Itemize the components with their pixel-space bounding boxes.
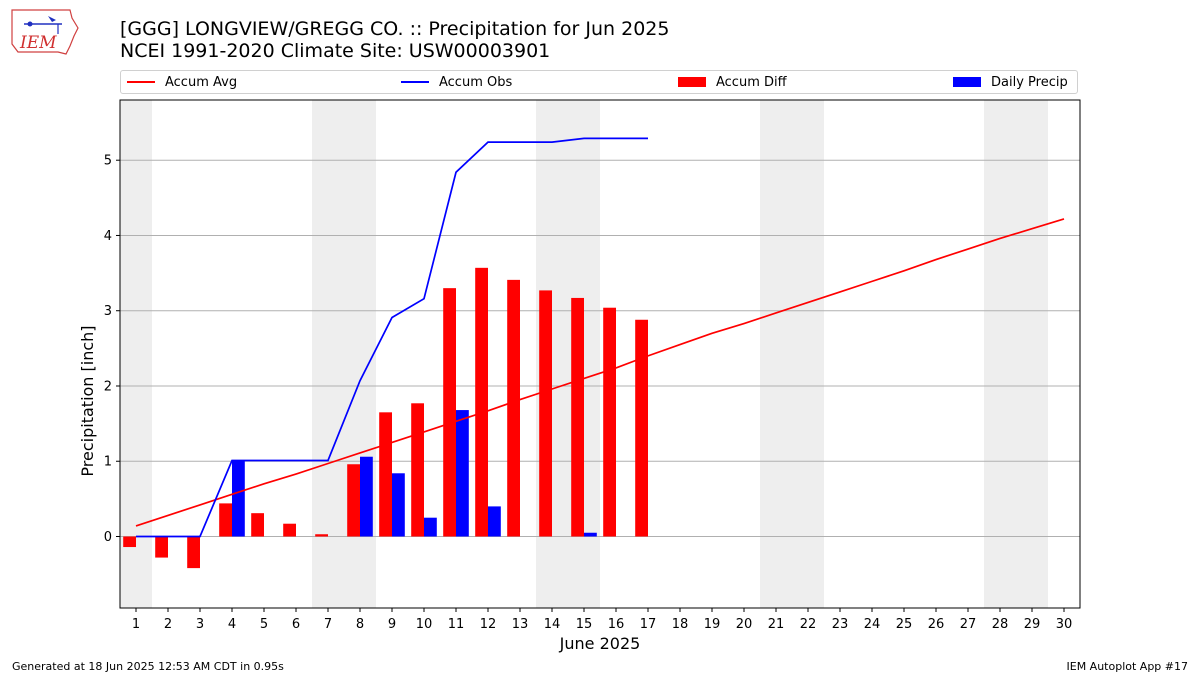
- bar-accum-diff: [187, 536, 200, 569]
- legend-swatch-accum-obs: [401, 80, 429, 83]
- weekend-band: [760, 100, 824, 608]
- y-tick-label: 1: [104, 455, 112, 470]
- bar-daily-precip: [488, 506, 501, 537]
- x-tick-label: 11: [448, 617, 465, 632]
- legend-entry-accum-obs: Accum Obs: [401, 74, 512, 92]
- x-tick-label: 24: [864, 617, 881, 632]
- x-tick-label: 22: [800, 617, 817, 632]
- legend-label-accum-obs: Accum Obs: [439, 75, 513, 90]
- x-tick-label: 30: [1056, 617, 1073, 632]
- x-tick-label: 29: [1024, 617, 1041, 632]
- bar-accum-diff: [219, 503, 232, 537]
- legend-label-accum-diff: Accum Diff: [716, 75, 787, 90]
- y-tick-label: 2: [104, 379, 112, 394]
- bar-accum-diff: [635, 319, 648, 537]
- x-tick-label: 7: [324, 617, 332, 632]
- y-tick-label: 5: [104, 154, 112, 169]
- x-tick-label: 8: [356, 617, 364, 632]
- bar-accum-diff: [123, 536, 136, 548]
- x-tick-label: 23: [832, 617, 849, 632]
- x-tick-label: 27: [960, 617, 977, 632]
- legend-entry-daily-precip: Daily Precip: [953, 74, 1068, 92]
- x-tick-label: 14: [544, 617, 561, 632]
- x-tick-label: 5: [260, 617, 268, 632]
- weekend-band: [120, 100, 152, 608]
- logo-text: IEM: [19, 33, 57, 53]
- footer-generated-text: Generated at 18 Jun 2025 12:53 AM CDT in…: [12, 660, 284, 673]
- bar-accum-diff: [507, 279, 520, 537]
- bar-accum-diff: [475, 267, 488, 537]
- bar-accum-diff: [251, 513, 264, 537]
- bar-daily-precip: [360, 456, 373, 537]
- bar-daily-precip: [392, 473, 405, 537]
- x-tick-label: 2: [164, 617, 172, 632]
- y-tick-label: 0: [104, 530, 112, 545]
- y-tick-label: 4: [104, 229, 112, 244]
- x-tick-label: 12: [480, 617, 497, 632]
- chart-legend: Accum Avg Accum Obs Accum Diff Daily Pre…: [120, 70, 1078, 94]
- x-tick-label: 21: [768, 617, 785, 632]
- bar-accum-diff: [443, 288, 456, 537]
- x-tick-label: 17: [640, 617, 657, 632]
- bar-accum-diff: [283, 523, 296, 537]
- x-tick-label: 4: [228, 617, 236, 632]
- x-tick-label: 10: [416, 617, 433, 632]
- line-accum-avg: [135, 218, 1065, 527]
- x-tick-label: 9: [388, 617, 396, 632]
- legend-entry-accum-diff: Accum Diff: [678, 74, 787, 92]
- bar-accum-diff: [539, 290, 552, 537]
- x-tick-label: 18: [672, 617, 689, 632]
- bar-daily-precip: [584, 532, 597, 537]
- x-tick-label: 28: [992, 617, 1009, 632]
- legend-swatch-accum-diff: [678, 76, 706, 87]
- x-tick-label: 13: [512, 617, 529, 632]
- weekend-band: [984, 100, 1048, 608]
- chart-title: [GGG] LONGVIEW/GREGG CO. :: Precipitatio…: [120, 18, 670, 40]
- plot-frame: [119, 99, 1081, 609]
- legend-label-daily-precip: Daily Precip: [991, 75, 1068, 90]
- x-tick-label: 20: [736, 617, 753, 632]
- bar-accum-diff: [315, 534, 328, 537]
- x-tick-label: 6: [292, 617, 300, 632]
- x-tick-label: 25: [896, 617, 913, 632]
- x-tick-label: 15: [576, 617, 593, 632]
- bar-accum-diff: [571, 297, 584, 537]
- y-axis-label: Precipitation [inch]: [78, 325, 97, 476]
- chart-subtitle: NCEI 1991-2020 Climate Site: USW00003901: [120, 40, 551, 62]
- footer-app-id: IEM Autoplot App #17: [1066, 660, 1189, 673]
- legend-label-accum-avg: Accum Avg: [165, 75, 238, 90]
- bar-daily-precip: [424, 517, 437, 537]
- bar-daily-precip: [232, 460, 245, 537]
- x-tick-label: 16: [608, 617, 625, 632]
- legend-swatch-accum-avg: [127, 80, 155, 83]
- bar-accum-diff: [347, 464, 360, 537]
- x-tick-label: 19: [704, 617, 721, 632]
- line-accum-obs: [136, 137, 648, 538]
- legend-entry-accum-avg: Accum Avg: [127, 74, 237, 92]
- bar-accum-diff: [379, 412, 392, 537]
- x-tick-label: 1: [132, 617, 140, 632]
- x-tick-label: 26: [928, 617, 945, 632]
- x-tick-label: 3: [196, 617, 204, 632]
- legend-swatch-daily-precip: [953, 76, 981, 87]
- bar-accum-diff: [603, 307, 616, 537]
- bar-daily-precip: [456, 410, 469, 537]
- bar-accum-diff: [411, 403, 424, 537]
- y-tick-label: 3: [104, 304, 112, 319]
- bar-accum-diff: [155, 536, 168, 558]
- x-axis-label: June 2025: [559, 634, 641, 653]
- iem-logo: IEM: [11, 9, 79, 55]
